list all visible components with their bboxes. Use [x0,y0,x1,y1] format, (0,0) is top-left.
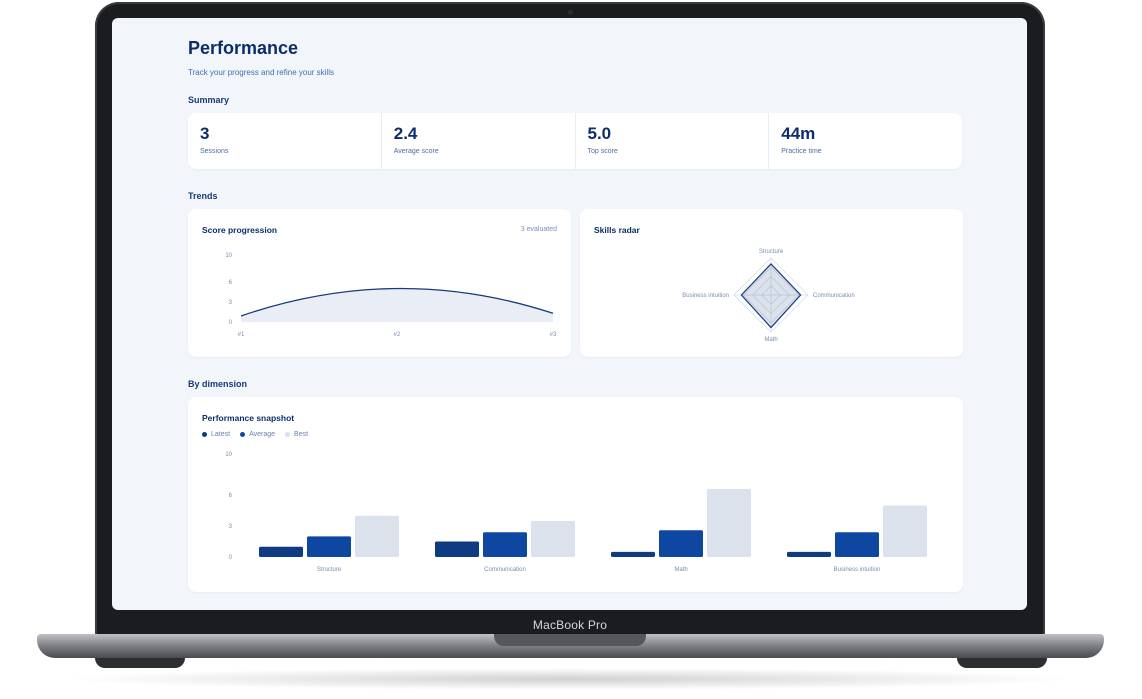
stat-label: Practice time [781,148,822,155]
stat-value: 5.0 [587,124,612,143]
y-tick-label: 6 [229,493,233,499]
y-tick-label: 3 [229,524,233,530]
legend-label: Latest [211,431,231,438]
skills-radar-chart: Structure Communication Math Business intui… [682,249,855,343]
legend-best[interactable]: Best [285,431,308,438]
performance-snapshot-card: Performance snapshot Latest Average Best… [188,397,963,592]
bar-best [707,489,751,557]
stat-sessions: 3 Sessions [188,113,382,169]
bar-latest [259,546,303,557]
legend-average[interactable]: Average [240,431,275,438]
stat-practice-time: 44m Practice time [769,113,962,169]
legend-dot-latest [202,432,207,437]
laptop-foot-left [95,658,185,668]
radar-axis-label: Business intuition [682,293,729,299]
section-dimension-title: By dimension [188,379,248,389]
snapshot-title: Performance snapshot [202,413,295,423]
bar-average [307,536,351,557]
section-trends-title: Trends [188,191,218,201]
snapshot-legend: Latest Average Best [202,431,308,438]
page-header: Performance Track your progress and refi… [188,38,962,77]
x-category-label: Math [674,567,687,573]
section-summary-title: Summary [188,95,230,105]
legend-label: Best [294,431,309,438]
score-progression-chart: 0 3 6 10 #1 #2 #3 [225,253,557,338]
series-line [240,287,554,317]
bar-latest [611,551,655,557]
skills-radar-card: Skills radar Structure Communication Math B… [580,209,963,357]
area-fill [241,288,553,322]
laptop-shadow [60,668,1080,690]
y-tick-label: 6 [229,280,233,286]
evaluated-count: 3 evaluated [520,226,557,233]
laptop-notch [494,634,646,646]
stat-label: Top score [587,148,618,155]
y-tick-label: 3 [229,300,233,306]
page-subtitle: Track your progress and refine your skil… [188,68,334,77]
x-category-label: Business intuition [834,567,881,573]
stat-value: 44m [781,124,816,143]
y-tick-label: 0 [229,555,233,561]
bar-average [835,532,879,557]
radar-axis-label: Communication [813,293,855,299]
legend-dot-average [240,432,246,437]
y-tick-label: 10 [225,253,232,259]
stat-label: Sessions [200,148,229,155]
laptop-foot-right [957,658,1047,668]
snapshot-bar-chart: 0 3 6 10 Structure Communication Math Business … [225,452,927,573]
score-progression-card: Score progression 3 evaluated 0 3 6 10 #1 #2 #… [188,209,571,357]
page-title: Performance [188,38,299,58]
y-tick-label: 10 [225,452,232,458]
x-tick-label: #2 [394,332,401,338]
bar-latest [787,551,831,557]
camera-icon [568,10,573,15]
legend-dot-best [285,432,291,437]
bar-average [483,532,527,557]
skills-radar-title: Skills radar [594,225,640,235]
legend-latest[interactable]: Latest [202,431,230,438]
radar-axis-label: Math [764,337,777,343]
bar-average [659,530,703,557]
x-tick-label: #3 [550,332,557,338]
radar-series-shape [740,263,802,329]
x-category-label: Structure [317,567,342,573]
x-category-label: Communication [484,567,526,573]
device-label: MacBook Pro [532,618,608,632]
summary-card: 3 Sessions 2.4 Average score 5.0 Top sco… [188,113,962,169]
bar-latest [435,541,479,557]
bar-best [531,520,575,557]
bar-best [355,515,399,557]
radar-axis-label: Structure [759,249,784,255]
stat-top-score: 5.0 Top score [576,113,770,169]
screen: Performance Track your progress and refi… [112,18,1027,610]
legend-label: Average [249,431,276,438]
bar-best [883,505,927,557]
stat-value: 2.4 [393,124,418,143]
stat-value: 3 [200,124,210,143]
x-tick-label: #1 [238,332,245,338]
y-tick-label: 0 [229,320,233,326]
stat-label: Average score [393,148,439,155]
score-progression-title: Score progression [202,225,278,235]
stat-average-score: 2.4 Average score [382,113,576,169]
